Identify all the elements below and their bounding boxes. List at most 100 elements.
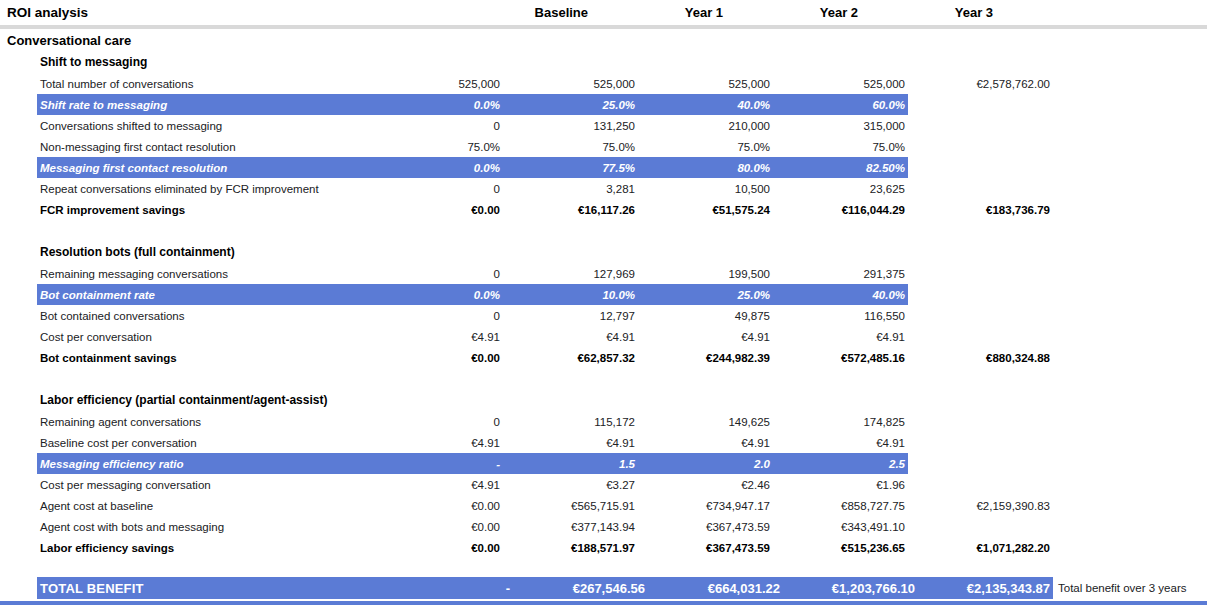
cell-year1[interactable]: 525,000	[503, 78, 638, 90]
cell-year1[interactable]: 131,250	[503, 120, 638, 132]
cell-baseline[interactable]: 0	[368, 310, 503, 322]
table-row[interactable]: Bot containment rate0.0%10.0%25.0%40.0%	[0, 284, 1207, 305]
cell-year3[interactable]: 174,825	[773, 416, 908, 428]
cell-year2[interactable]: 40.0%	[638, 99, 773, 111]
row-label[interactable]: Cost per messaging conversation	[37, 479, 368, 491]
cell-year1[interactable]: 127,969	[503, 268, 638, 280]
cell-year2[interactable]: €4.91	[638, 437, 773, 449]
cell-baseline[interactable]: €4.91	[368, 331, 503, 343]
table-row[interactable]: Messaging first contact resolution0.0%77…	[0, 157, 1207, 178]
cell-total[interactable]: €2,578,762.00	[908, 73, 1053, 94]
column-header-year1[interactable]: Year 1	[591, 5, 726, 20]
cell-total[interactable]	[908, 516, 1053, 537]
total-cell-year1[interactable]: €267,546.56	[513, 581, 648, 596]
cell-baseline[interactable]: 0	[368, 268, 503, 280]
cell-total[interactable]	[908, 432, 1053, 453]
cell-year1[interactable]: €16,117.26	[503, 204, 638, 216]
cell-baseline[interactable]: €0.00	[368, 204, 503, 216]
table-row[interactable]: Bot containment savings€0.00€62,857.32€2…	[0, 347, 1207, 368]
cell-year3[interactable]: 60.0%	[773, 99, 908, 111]
column-header-year2[interactable]: Year 2	[726, 5, 861, 20]
cell-year2[interactable]: €734,947.17	[638, 500, 773, 512]
cell-year3[interactable]: €515,236.65	[773, 542, 908, 554]
row-label[interactable]: FCR improvement savings	[37, 204, 368, 216]
cell-year1[interactable]: €4.91	[503, 437, 638, 449]
cell-year3[interactable]: 116,550	[773, 310, 908, 322]
table-row[interactable]: Conversations shifted to messaging0131,2…	[0, 115, 1207, 136]
cell-year1[interactable]: 115,172	[503, 416, 638, 428]
row-label[interactable]: Labor efficiency savings	[37, 542, 368, 554]
cell-year1[interactable]: €565,715.91	[503, 500, 638, 512]
cell-baseline[interactable]: €0.00	[368, 521, 503, 533]
cell-year3[interactable]: 40.0%	[773, 289, 908, 301]
table-row[interactable]: FCR improvement savings€0.00€16,117.26€5…	[0, 199, 1207, 220]
cell-total[interactable]	[908, 136, 1053, 157]
row-label[interactable]: Cost per conversation	[37, 331, 368, 343]
cell-year3[interactable]: €4.91	[773, 331, 908, 343]
row-label[interactable]: Shift rate to messaging	[37, 99, 368, 111]
cell-year2[interactable]: €4.91	[638, 331, 773, 343]
cell-year1[interactable]: €62,857.32	[503, 352, 638, 364]
cell-baseline[interactable]: 0	[368, 183, 503, 195]
cell-total[interactable]	[908, 263, 1053, 284]
cell-year3[interactable]: 525,000	[773, 78, 908, 90]
cell-year1[interactable]: €3.27	[503, 479, 638, 491]
cell-year3[interactable]: 82.50%	[773, 162, 908, 174]
row-label[interactable]: Messaging first contact resolution	[37, 162, 368, 174]
cell-year1[interactable]: 25.0%	[503, 99, 638, 111]
cell-baseline[interactable]: 0	[368, 120, 503, 132]
row-label[interactable]: Bot contained conversations	[37, 310, 368, 322]
cell-year2[interactable]: 199,500	[638, 268, 773, 280]
table-row[interactable]: Bot contained conversations012,79749,875…	[0, 305, 1207, 326]
row-label[interactable]: Conversations shifted to messaging	[37, 120, 368, 132]
cell-baseline[interactable]: 0.0%	[368, 99, 503, 111]
cell-year1[interactable]: 77.5%	[503, 162, 638, 174]
cell-year3[interactable]: €572,485.16	[773, 352, 908, 364]
cell-total[interactable]	[908, 94, 1053, 115]
table-row[interactable]: Remaining agent conversations0115,172149…	[0, 411, 1207, 432]
column-header-year3[interactable]: Year 3	[861, 5, 996, 20]
row-label[interactable]: Non-messaging first contact resolution	[37, 141, 368, 153]
cell-year2[interactable]: 75.0%	[638, 141, 773, 153]
cell-year2[interactable]: 2.0	[638, 458, 773, 470]
cell-baseline[interactable]: 0	[368, 416, 503, 428]
total-benefit-label[interactable]: TOTAL BENEFIT	[37, 581, 378, 596]
cell-year3[interactable]: €343,491.10	[773, 521, 908, 533]
row-label[interactable]: Total number of conversations	[37, 78, 368, 90]
row-label[interactable]: Repeat conversations eliminated by FCR i…	[37, 183, 368, 195]
cell-total[interactable]: €183,736.79	[908, 199, 1053, 220]
table-row[interactable]: Labor efficiency savings€0.00€188,571.97…	[0, 537, 1207, 558]
cell-total[interactable]	[908, 178, 1053, 199]
cell-total[interactable]	[908, 411, 1053, 432]
cell-year1[interactable]: 75.0%	[503, 141, 638, 153]
cell-baseline[interactable]: €0.00	[368, 500, 503, 512]
row-label[interactable]: Remaining messaging conversations	[37, 268, 368, 280]
cell-baseline[interactable]: €4.91	[368, 479, 503, 491]
row-label[interactable]: Agent cost at baseline	[37, 500, 368, 512]
cell-year3[interactable]: €116,044.29	[773, 204, 908, 216]
cell-year2[interactable]: 49,875	[638, 310, 773, 322]
cell-year2[interactable]: 525,000	[638, 78, 773, 90]
cell-year2[interactable]: €51,575.24	[638, 204, 773, 216]
cell-total[interactable]	[908, 157, 1053, 178]
cell-year2[interactable]: 149,625	[638, 416, 773, 428]
table-row[interactable]: Messaging efficiency ratio-1.52.02.5	[0, 453, 1207, 474]
cell-year3[interactable]: 75.0%	[773, 141, 908, 153]
cell-year2[interactable]: €244,982.39	[638, 352, 773, 364]
cell-year2[interactable]: 80.0%	[638, 162, 773, 174]
table-row[interactable]: Remaining messaging conversations0127,96…	[0, 263, 1207, 284]
table-row[interactable]: Non-messaging first contact resolution75…	[0, 136, 1207, 157]
total-cell-grand-total[interactable]: €2,135,343.87	[918, 581, 1053, 596]
cell-year3[interactable]: 2.5	[773, 458, 908, 470]
cell-year2[interactable]: €367,473.59	[638, 521, 773, 533]
cell-year3[interactable]: €1.96	[773, 479, 908, 491]
cell-year1[interactable]: 1.5	[503, 458, 638, 470]
cell-baseline[interactable]: €4.91	[368, 437, 503, 449]
row-label[interactable]: Bot containment savings	[37, 352, 368, 364]
cell-baseline[interactable]: 0.0%	[368, 289, 503, 301]
cell-baseline[interactable]: 525,000	[368, 78, 503, 90]
cell-total[interactable]: €2,159,390.83	[908, 495, 1053, 516]
column-header-baseline[interactable]: Baseline	[456, 5, 591, 20]
cell-year3[interactable]: 315,000	[773, 120, 908, 132]
cell-baseline[interactable]: 75.0%	[368, 141, 503, 153]
